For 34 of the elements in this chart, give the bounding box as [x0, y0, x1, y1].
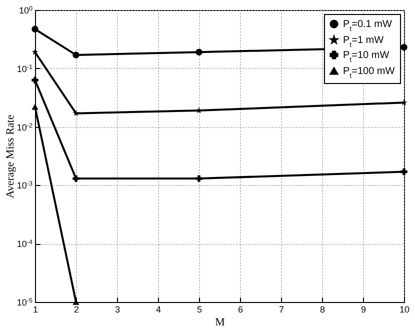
point [72, 110, 80, 116]
x-tick-label: 9 [360, 304, 366, 314]
y-axis-title: Average Miss Rate [4, 114, 17, 198]
point [196, 175, 202, 182]
legend-label: P$_{t}$=1 mW [343, 35, 384, 48]
y-tick-label: 10$^{-4}$ [16, 238, 33, 250]
point [196, 107, 202, 114]
x-tick-label: 1 [32, 304, 38, 314]
x-axis-title: M [215, 316, 226, 328]
point [32, 76, 38, 84]
x-tick-label: 5 [196, 304, 202, 314]
y-tick-label: 10$^{-2}$ [16, 122, 33, 132]
point [400, 168, 408, 176]
y-tick-label: 10$^{-1}$ [16, 63, 33, 74]
point [196, 48, 202, 56]
point [72, 175, 80, 182]
y-tick-label: 10$^{0}$ [18, 5, 33, 16]
legend-label: P$_{t}$=100 mW [343, 66, 396, 80]
point [32, 26, 38, 32]
x-tick-label: 3 [114, 304, 120, 314]
x-tick-label: 10 [399, 304, 410, 314]
legend-label: P$_{t}$=10 mW [343, 50, 390, 64]
legend-label: P$_{t}$=0.1 mW [343, 19, 392, 32]
point [32, 48, 38, 55]
y-tick-label: 10$^{-5}$ [16, 297, 33, 308]
point [400, 99, 408, 106]
x-tick-label: 8 [320, 304, 326, 314]
x-tick-label: 2 [74, 304, 80, 314]
y-tick-label: 10$^{-3}$ [16, 180, 33, 191]
x-tick-label: 4 [156, 304, 162, 314]
x-tick-label: 6 [238, 304, 244, 314]
x-tick-label: 7 [278, 304, 284, 314]
point [400, 44, 408, 51]
point [72, 52, 80, 58]
